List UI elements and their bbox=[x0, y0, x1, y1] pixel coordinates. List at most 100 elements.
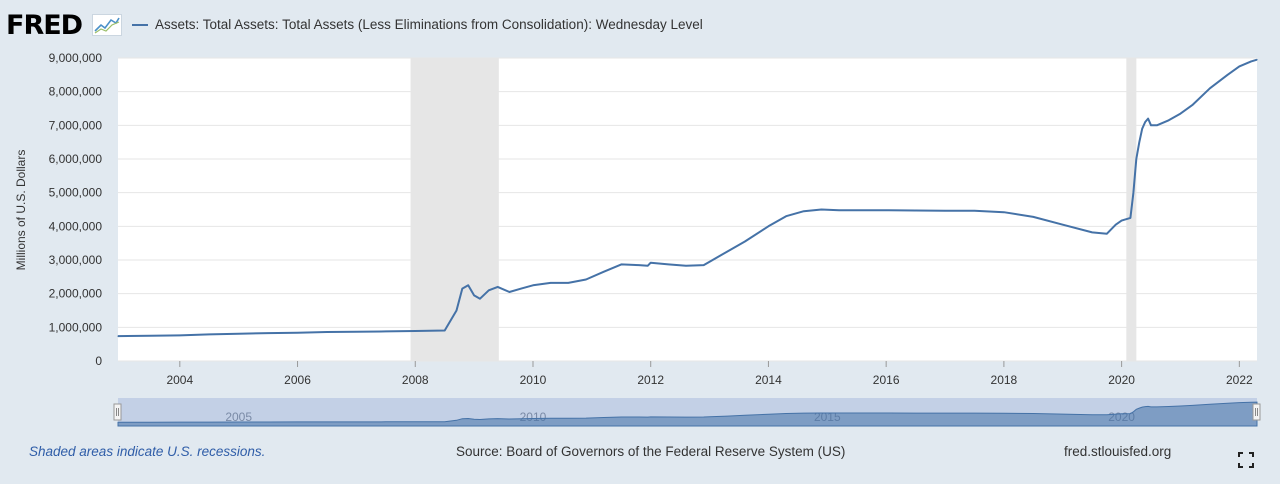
x-tick-label: 2008 bbox=[402, 373, 429, 387]
data-point bbox=[1121, 220, 1123, 222]
data-point bbox=[550, 282, 552, 284]
data-point bbox=[1106, 233, 1108, 235]
x-tick-label: 2022 bbox=[1226, 373, 1253, 387]
data-point bbox=[1256, 59, 1258, 61]
data-point bbox=[473, 294, 475, 296]
data-point bbox=[620, 263, 622, 265]
data-point bbox=[726, 250, 728, 253]
navigator-label: 2005 bbox=[225, 410, 252, 424]
data-point bbox=[647, 265, 649, 267]
site-link[interactable]: fred.stlouisfed.org bbox=[1064, 444, 1172, 459]
data-point bbox=[708, 261, 711, 263]
y-tick-label: 3,000,000 bbox=[49, 253, 103, 267]
data-point bbox=[179, 334, 181, 337]
data-point bbox=[1147, 118, 1149, 120]
y-tick-label: 0 bbox=[95, 354, 102, 368]
data-point bbox=[1144, 121, 1146, 123]
line-graph-icon bbox=[92, 14, 122, 36]
y-axis-ticks: 0 1,000,000 2,000,000 3,000,000 4,000,000 5,0… bbox=[49, 51, 103, 368]
x-tick-label: 2018 bbox=[991, 373, 1018, 387]
data-point bbox=[1032, 216, 1034, 218]
x-tick-label: 2012 bbox=[637, 373, 664, 387]
data-point bbox=[703, 264, 705, 266]
data-point bbox=[1168, 119, 1170, 121]
data-point bbox=[1129, 217, 1132, 219]
fullscreen-icon[interactable] bbox=[1238, 452, 1254, 468]
data-point bbox=[767, 225, 770, 227]
navigator-handle-right[interactable] bbox=[1252, 403, 1261, 421]
data-point bbox=[914, 209, 917, 212]
recession-note: Shaded areas indicate U.S. recessions. bbox=[29, 444, 266, 459]
data-point bbox=[1150, 124, 1152, 126]
y-tick-label: 7,000,000 bbox=[49, 118, 103, 132]
x-tick-label: 2010 bbox=[520, 373, 547, 387]
data-point bbox=[667, 263, 669, 265]
y-tick-label: 4,000,000 bbox=[49, 219, 103, 233]
x-tick-label: 2016 bbox=[873, 373, 900, 387]
y-tick-label: 9,000,000 bbox=[49, 51, 103, 65]
data-point bbox=[1179, 112, 1182, 115]
data-point bbox=[838, 209, 840, 211]
data-point bbox=[479, 298, 481, 300]
recession-band bbox=[410, 58, 499, 361]
data-point bbox=[585, 278, 587, 281]
legend-series-label: Assets: Total Assets: Total Assets (Less… bbox=[155, 17, 703, 32]
data-point bbox=[208, 333, 210, 336]
data-point bbox=[973, 210, 976, 212]
data-point bbox=[1156, 124, 1158, 126]
data-point bbox=[1138, 141, 1140, 143]
data-point bbox=[355, 331, 357, 333]
data-point bbox=[444, 329, 446, 332]
source-text: Source: Board of Governors of the Federa… bbox=[456, 444, 846, 459]
data-point bbox=[1115, 224, 1117, 226]
y-tick-label: 8,000,000 bbox=[49, 85, 103, 99]
y-axis-label: Millions of U.S. Dollars bbox=[14, 150, 28, 271]
data-point bbox=[520, 288, 522, 290]
data-point bbox=[1003, 211, 1005, 213]
x-tick-label: 2014 bbox=[755, 373, 782, 387]
data-point bbox=[488, 289, 490, 291]
x-axis-ticks: 2004 2006 2008 2010 2012 2014 2016 2018 2020 2022 bbox=[166, 361, 1253, 387]
data-point bbox=[532, 284, 534, 286]
x-tick-label: 2020 bbox=[1108, 373, 1135, 387]
fred-logo[interactable]: FRED bbox=[6, 10, 83, 41]
data-point bbox=[467, 284, 469, 286]
data-point bbox=[455, 309, 458, 312]
data-point bbox=[508, 291, 511, 293]
plot-area bbox=[118, 58, 1257, 361]
y-tick-label: 1,000,000 bbox=[49, 320, 103, 334]
y-tick-label: 6,000,000 bbox=[49, 152, 103, 166]
data-point bbox=[1091, 231, 1093, 233]
y-tick-label: 2,000,000 bbox=[49, 287, 103, 301]
data-point bbox=[149, 335, 151, 337]
data-point bbox=[1226, 74, 1229, 76]
data-point bbox=[650, 262, 652, 264]
navigator[interactable]: 2005201020152020 bbox=[113, 398, 1261, 427]
data-point bbox=[1141, 128, 1143, 130]
data-point bbox=[603, 271, 605, 273]
data-point bbox=[1191, 104, 1193, 106]
x-tick-label: 2004 bbox=[166, 373, 193, 387]
series-line[interactable] bbox=[117, 58, 1258, 338]
series-layer bbox=[117, 58, 1258, 338]
data-point bbox=[1209, 87, 1211, 89]
data-point bbox=[1238, 65, 1240, 68]
data-point bbox=[238, 333, 240, 335]
data-point bbox=[944, 210, 946, 212]
data-point bbox=[744, 240, 746, 243]
data-point bbox=[1135, 158, 1137, 160]
data-point bbox=[296, 332, 299, 334]
navigator-handle-left[interactable] bbox=[113, 403, 122, 421]
data-point bbox=[685, 265, 687, 267]
data-point bbox=[885, 209, 887, 211]
data-point bbox=[803, 210, 805, 212]
data-point bbox=[820, 208, 823, 211]
data-point bbox=[117, 335, 119, 337]
data-point bbox=[856, 209, 858, 211]
chart-legend: Assets: Total Assets: Total Assets (Less… bbox=[132, 17, 703, 32]
data-point bbox=[497, 286, 499, 288]
y-tick-label: 5,000,000 bbox=[49, 186, 103, 200]
data-point bbox=[414, 330, 416, 332]
data-point bbox=[326, 331, 328, 333]
